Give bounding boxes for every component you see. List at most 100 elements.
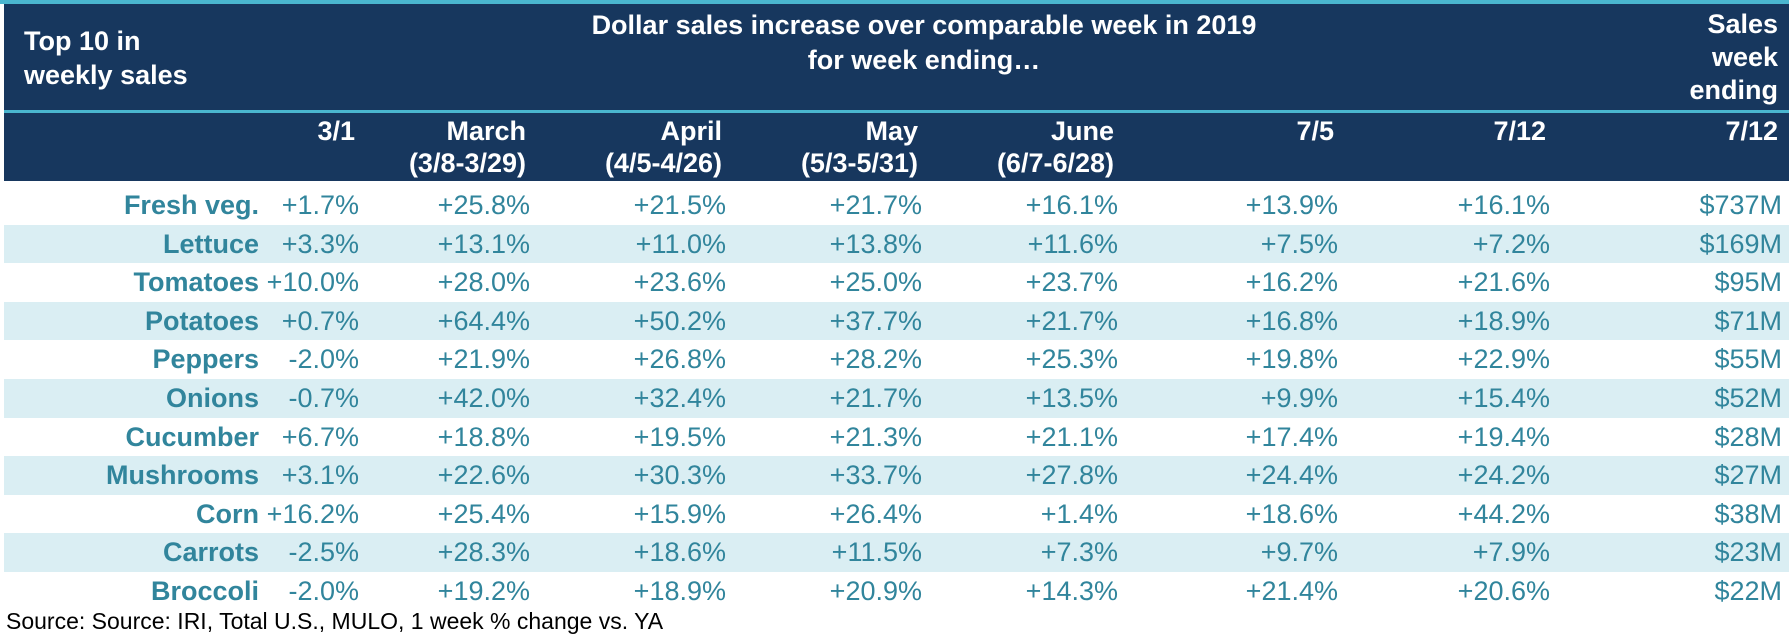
table-row: Corn +16.2% +25.4% +15.9% +26.4% +1.4% +18.6% +…: [4, 494, 1789, 534]
sales-value-cell: $95M: [1714, 267, 1782, 298]
row-label: Potatoes: [144, 305, 259, 336]
pct-change-cell: +3.1%: [281, 460, 359, 491]
pct-change-cell: +6.7%: [281, 421, 359, 452]
pct-change-cell: +23.6%: [633, 267, 726, 298]
pct-change-cell: +21.1%: [1025, 421, 1118, 452]
header-sales-line1: Sales: [1707, 9, 1778, 39]
pct-change-cell: +11.6%: [1027, 228, 1118, 259]
pct-change-cell: +11.0%: [635, 228, 726, 259]
pct-change-cell: +16.2%: [266, 498, 359, 529]
pct-change-cell: +1.7%: [281, 190, 359, 220]
pct-change-cell: +15.4%: [1457, 383, 1550, 413]
header-sales-line2: week: [1711, 42, 1778, 72]
pct-change-cell: +24.2%: [1457, 460, 1550, 491]
pct-change-cell: +21.6%: [1457, 267, 1550, 298]
col-header-3: May (5/3-5/31): [800, 116, 918, 178]
pct-change-cell: +0.7%: [281, 305, 359, 336]
pct-change-cell: +13.8%: [829, 228, 922, 259]
row-label: Lettuce: [162, 228, 259, 259]
pct-change-cell: +28.2%: [829, 344, 922, 375]
pct-change-cell: +7.2%: [1472, 228, 1550, 259]
header-title: Dollar sales increase over comparable we…: [544, 8, 1304, 78]
pct-change-cell: +21.7%: [829, 383, 922, 413]
pct-change-cell: +18.9%: [1457, 305, 1550, 336]
sales-value-cell: $737M: [1699, 190, 1782, 220]
pct-change-cell: +37.7%: [829, 305, 922, 336]
pct-change-cell: +25.0%: [829, 267, 922, 298]
header-top10-label: Top 10 in weekly sales: [24, 26, 188, 90]
pct-change-cell: +10.0%: [266, 267, 359, 298]
pct-change-cell: +9.7%: [1260, 537, 1338, 568]
pct-change-cell: +16.1%: [1457, 190, 1550, 220]
table-row: Carrots -2.5% +28.3% +18.6% +11.5% +7.3% +9.7%…: [4, 533, 1789, 573]
table-row: Onions -0.7% +42.0% +32.4% +21.7% +13.5% +9.9%…: [4, 379, 1789, 418]
header-sales-line3: ending: [1689, 75, 1779, 105]
pct-change-cell: +21.9%: [437, 344, 530, 375]
row-label: Corn: [196, 498, 259, 529]
pct-change-cell: +22.9%: [1457, 344, 1550, 375]
pct-change-cell: -2.0%: [288, 344, 359, 375]
pct-change-cell: +27.8%: [1025, 460, 1118, 491]
pct-change-cell: +18.6%: [1245, 498, 1338, 529]
pct-change-cell: +9.9%: [1260, 383, 1338, 413]
pct-change-cell: +64.4%: [437, 305, 530, 336]
pct-change-cell: +13.9%: [1245, 190, 1338, 220]
pct-change-cell: -2.0%: [288, 576, 359, 606]
pct-change-cell: +3.3%: [281, 228, 359, 259]
pct-change-cell: +20.9%: [829, 576, 922, 606]
row-label: Onions: [166, 383, 259, 413]
pct-change-cell: +16.1%: [1025, 190, 1118, 220]
pct-change-cell: +24.4%: [1245, 460, 1338, 491]
table-row: Cucumber +6.7% +18.8% +19.5% +21.3% +21.1% +17…: [4, 417, 1789, 457]
top-accent-line: [0, 0, 1789, 4]
col-header-1: March (3/8-3/29): [408, 116, 526, 178]
sales-value-cell: $71M: [1714, 305, 1782, 336]
table-header-top: Top 10 in weekly sales Dollar sales incr…: [4, 4, 1789, 110]
pct-change-cell: +18.8%: [437, 421, 530, 452]
pct-change-cell: +1.4%: [1040, 498, 1118, 529]
pct-change-cell: +26.8%: [633, 344, 726, 375]
pct-change-cell: +25.4%: [437, 498, 530, 529]
pct-change-cell: +21.7%: [1025, 305, 1118, 336]
sales-value-cell: $27M: [1714, 460, 1782, 491]
pct-change-cell: +13.5%: [1025, 383, 1118, 413]
pct-change-cell: +26.4%: [829, 498, 922, 529]
pct-change-cell: +7.9%: [1472, 537, 1550, 568]
sales-value-cell: $52M: [1714, 383, 1782, 413]
header-sales-label: Sales week ending: [1690, 8, 1779, 107]
sales-value-cell: $23M: [1714, 537, 1782, 568]
pct-change-cell: +21.4%: [1245, 576, 1338, 606]
sales-value-cell: $55M: [1714, 344, 1782, 375]
pct-change-cell: +16.2%: [1245, 267, 1338, 298]
pct-change-cell: +7.5%: [1260, 228, 1338, 259]
pct-change-cell: +22.6%: [437, 460, 530, 491]
pct-change-cell: +44.2%: [1457, 498, 1550, 529]
col-header-2: April (4/5-4/26): [604, 116, 722, 178]
table-row: Broccoli -2.0% +19.2% +18.9% +20.9% +14.3% +21…: [4, 572, 1789, 611]
pct-change-cell: +17.4%: [1245, 421, 1338, 452]
pct-change-cell: -2.5%: [288, 537, 359, 568]
pct-change-cell: +42.0%: [437, 383, 530, 413]
pct-change-cell: +19.4%: [1457, 421, 1550, 452]
row-label: Mushrooms: [105, 460, 259, 491]
table-row: Potatoes +0.7% +64.4% +50.2% +37.7% +21.7% +16…: [4, 301, 1789, 341]
sales-value-cell: $38M: [1714, 498, 1782, 529]
pct-change-cell: +18.6%: [633, 537, 726, 568]
pct-change-cell: +14.3%: [1025, 576, 1118, 606]
table-row: Fresh veg. +1.7% +25.8% +21.5% +21.7% +16.1% +…: [4, 186, 1789, 225]
pct-change-cell: +25.8%: [437, 190, 530, 220]
pct-change-cell: +50.2%: [633, 305, 726, 336]
pct-change-cell: +21.3%: [829, 421, 922, 452]
pct-change-cell: -0.7%: [288, 383, 359, 413]
pct-change-cell: +13.1%: [437, 228, 530, 259]
pct-change-cell: +32.4%: [633, 383, 726, 413]
sales-value-cell: $22M: [1714, 576, 1782, 606]
pct-change-cell: +28.3%: [437, 537, 530, 568]
col-header-4: June (6/7-6/28): [996, 116, 1114, 178]
pct-change-cell: +21.7%: [829, 190, 922, 220]
pct-change-cell: +19.5%: [633, 421, 726, 452]
row-label: Carrots: [162, 537, 259, 568]
col-header-0: 3/1: [317, 116, 355, 146]
table-row: Peppers -2.0% +21.9% +26.8% +28.2% +25.3% +19.…: [4, 340, 1789, 380]
header-separator: [4, 110, 1789, 113]
